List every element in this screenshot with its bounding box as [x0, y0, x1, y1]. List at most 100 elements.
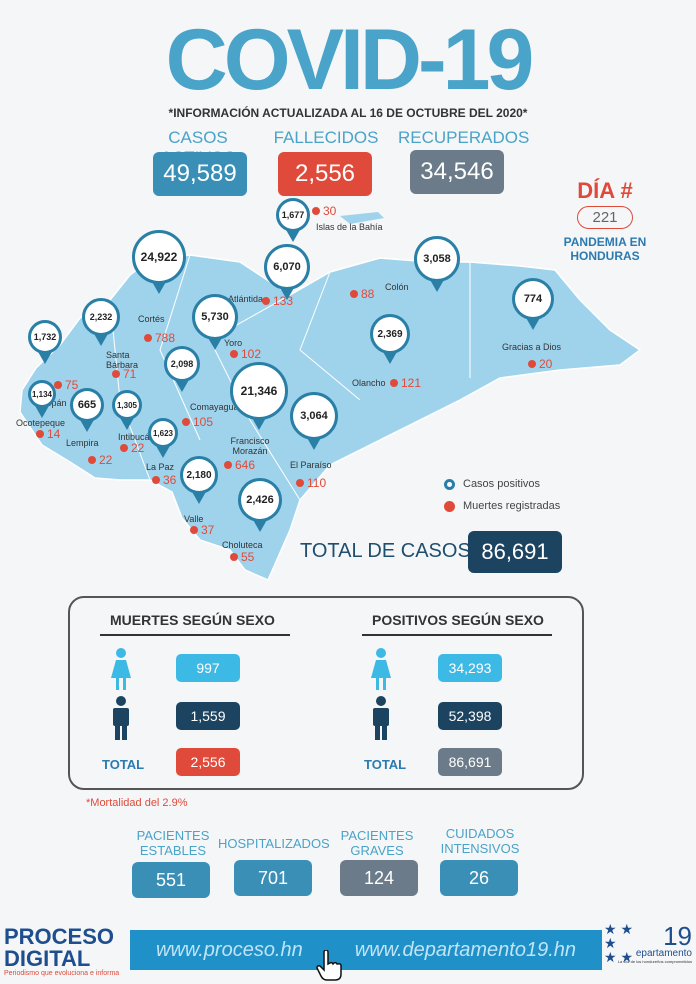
male-icon	[373, 696, 389, 740]
positivos-total: 86,691	[438, 748, 502, 776]
dept-label: Comayagua	[190, 402, 239, 412]
death-marker: 646	[224, 458, 255, 472]
departamento19-link[interactable]: www.departamento19.hn	[354, 938, 576, 961]
graves-value: 124	[340, 860, 418, 896]
case-pin: 1,134	[28, 380, 56, 418]
case-pin: 2,369	[370, 314, 410, 364]
dept-label: Santa Bárbara	[106, 350, 139, 370]
fallecidos-value: 2,556	[278, 152, 372, 196]
death-marker: 37	[190, 523, 214, 537]
update-date: *INFORMACIÓN ACTUALIZADA AL 16 DE OCTUBR…	[168, 106, 528, 120]
dept-label: Lempira	[66, 438, 99, 448]
total-casos-value: 86,691	[468, 531, 562, 573]
case-pin: 5,730	[192, 294, 238, 350]
divider	[362, 634, 552, 636]
page-title: COVID-19	[165, 12, 535, 108]
case-pin: 1,732	[28, 320, 62, 364]
case-pin: 6,070	[264, 244, 310, 300]
dept-label: Ocotepeque	[16, 418, 66, 428]
case-pin: 2,426	[238, 478, 282, 532]
female-icon	[111, 648, 131, 690]
dept-label: Gracias a Dios	[502, 342, 562, 352]
death-marker: 788	[144, 331, 175, 345]
honduras-map	[19, 212, 642, 581]
case-pin: 2,232	[82, 298, 120, 346]
hospitalizados-value: 701	[234, 860, 312, 896]
case-pin: 665	[70, 388, 104, 432]
case-pin: 3,064	[290, 392, 338, 450]
positivos-sexo-title: POSITIVOS SEGÚN SEXO	[372, 612, 544, 628]
muertes-sexo-title: MUERTES SEGÚN SEXO	[110, 612, 275, 628]
dept-label: Copán	[40, 398, 67, 408]
death-marker: 75	[54, 378, 78, 392]
case-pin: 1,305	[112, 390, 142, 430]
death-marker: 71	[112, 367, 136, 381]
death-marker: 105	[182, 415, 213, 429]
case-pin: 2,098	[164, 346, 200, 392]
death-marker: 14	[36, 427, 60, 441]
departamento19-logo: 19 epartamento La voz de los hondureños …	[617, 921, 692, 964]
dept-label: Atlántida	[228, 294, 264, 304]
muertes-total: 2,556	[176, 748, 240, 776]
dept-label: Colón	[385, 282, 409, 292]
sex-panel	[68, 596, 584, 790]
dia-counter: DÍA # 221 PANDEMIA EN HONDURAS	[540, 178, 670, 263]
dia-label: DÍA #	[577, 178, 633, 203]
case-pin: 3,058	[414, 236, 460, 292]
death-marker: 121	[390, 376, 421, 390]
case-pin: 2,180	[180, 456, 218, 504]
intensivos-value: 26	[440, 860, 518, 896]
dept-label: La Paz	[146, 462, 175, 472]
case-pin: 774	[512, 278, 554, 330]
death-marker: 88	[350, 287, 374, 301]
divider	[100, 634, 290, 636]
legend-muertes: Muertes registradas	[444, 500, 560, 512]
case-pin: 24,922	[132, 230, 186, 294]
dia-sub: PANDEMIA EN HONDURAS	[563, 235, 647, 263]
death-marker: 22	[88, 453, 112, 467]
death-marker: 110	[296, 476, 326, 490]
case-pin: 1,623	[148, 418, 178, 458]
map-legend: Casos positivos Muertes registradas	[444, 478, 560, 522]
graves-label: PACIENTES GRAVES	[340, 828, 414, 858]
dept-label: Valle	[184, 514, 204, 524]
estables-value: 551	[132, 862, 210, 898]
estables-label: PACIENTES ESTABLES	[136, 828, 210, 858]
death-marker: 102	[230, 347, 261, 361]
star-icon: ★ ★ ★ ★ ★	[604, 921, 633, 965]
positivos-mujeres: 34,293	[438, 654, 502, 682]
dia-number: 221	[577, 206, 633, 229]
total-casos-label: TOTAL DE CASOS	[300, 540, 471, 562]
male-icon	[113, 696, 129, 740]
dept-label: Choluteca	[222, 540, 263, 550]
case-pin: 21,346	[230, 362, 288, 430]
muertes-hombres: 1,559	[176, 702, 240, 730]
casos-activos-value: 49,589	[153, 152, 247, 196]
fallecidos-label: FALLECIDOS	[273, 128, 379, 147]
female-icon	[371, 648, 391, 690]
intensivos-label: CUIDADOS INTENSIVOS	[440, 826, 520, 856]
recuperados-value: 34,546	[410, 150, 504, 194]
proceso-link[interactable]: www.proceso.hn	[156, 938, 303, 961]
proceso-digital-logo: PROCESO DIGITAL Periodismo que evolucion…	[4, 924, 120, 978]
dept-label: Yoro	[224, 338, 243, 348]
dept-label: Intibucá	[118, 432, 150, 442]
dept-label: Francisco Morazán	[230, 436, 270, 456]
death-marker: 36	[152, 473, 176, 487]
legend-positivos: Casos positivos	[444, 478, 560, 490]
hospitalizados-label: HOSPITALIZADOS	[218, 836, 330, 851]
death-marker: 30	[312, 204, 336, 218]
islas-shape	[340, 212, 384, 224]
total-label: TOTAL	[364, 757, 407, 772]
hand-cursor-icon	[316, 950, 342, 981]
dept-label: El Paraíso	[290, 460, 332, 470]
death-marker: 55	[230, 550, 254, 564]
positivos-hombres: 52,398	[438, 702, 502, 730]
case-pin: 1,677	[276, 198, 310, 242]
dept-label: Cortés	[138, 314, 165, 324]
recuperados-label: RECUPERADOS	[398, 128, 530, 147]
dept-label: Olancho	[352, 378, 386, 388]
death-marker: 20	[528, 357, 552, 371]
dot-icon	[444, 500, 455, 512]
dept-label: Islas de la Bahía	[316, 222, 383, 232]
